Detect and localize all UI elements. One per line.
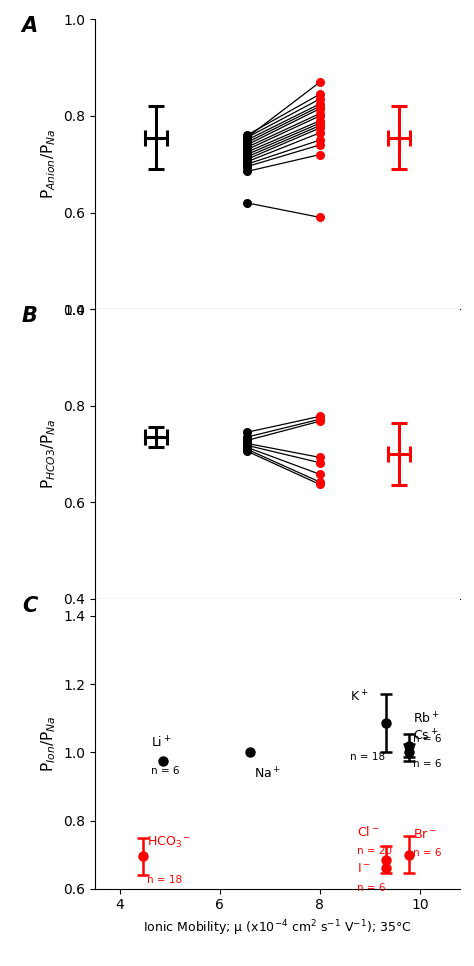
Text: n = 18: n = 18 — [147, 875, 182, 885]
Text: Cl$^-$: Cl$^-$ — [357, 825, 380, 839]
Text: NaCl: NaCl — [138, 327, 173, 342]
Y-axis label: P$_{Ion}$/P$_{Na}$: P$_{Ion}$/P$_{Na}$ — [39, 716, 57, 772]
Y-axis label: P$_{HCO3}$/P$_{Na}$: P$_{HCO3}$/P$_{Na}$ — [39, 418, 57, 490]
Text: Acetazolamide: Acetazolamide — [343, 616, 456, 632]
Text: NaHCO$_3$: NaHCO$_3$ — [246, 653, 309, 671]
Text: B: B — [22, 306, 37, 327]
Text: n = 6: n = 6 — [151, 766, 179, 776]
Text: n = 6: n = 6 — [413, 848, 441, 858]
Text: n = 6: n = 6 — [357, 883, 386, 893]
Text: n = 20: n = 20 — [357, 846, 392, 856]
Text: Rb$^+$: Rb$^+$ — [413, 712, 439, 726]
Text: n = 18: n = 18 — [350, 753, 385, 762]
Text: NaHCO$_3$: NaHCO$_3$ — [367, 327, 430, 345]
Text: n = 6: n = 6 — [413, 733, 441, 744]
Text: Li$^+$: Li$^+$ — [151, 735, 172, 751]
Text: K$^+$: K$^+$ — [350, 690, 368, 704]
Y-axis label: P$_{Anion}$/P$_{Na}$: P$_{Anion}$/P$_{Na}$ — [39, 129, 57, 199]
Text: Br$^-$: Br$^-$ — [413, 828, 437, 841]
Text: I$^-$: I$^-$ — [357, 862, 371, 875]
Text: Na$^+$: Na$^+$ — [254, 766, 281, 781]
Text: A: A — [22, 16, 38, 37]
X-axis label: Ionic Mobility; μ (x10$^{-4}$ cm$^2$ s$^{-1}$ V$^{-1}$); 35°C: Ionic Mobility; μ (x10$^{-4}$ cm$^2$ s$^… — [143, 918, 411, 938]
Text: Cs$^+$: Cs$^+$ — [413, 728, 438, 744]
Text: n = 6: n = 6 — [413, 759, 441, 769]
Text: HCO$_3$$^-$: HCO$_3$$^-$ — [147, 835, 191, 849]
Text: DMSO: DMSO — [132, 616, 179, 632]
Text: C: C — [22, 596, 37, 616]
